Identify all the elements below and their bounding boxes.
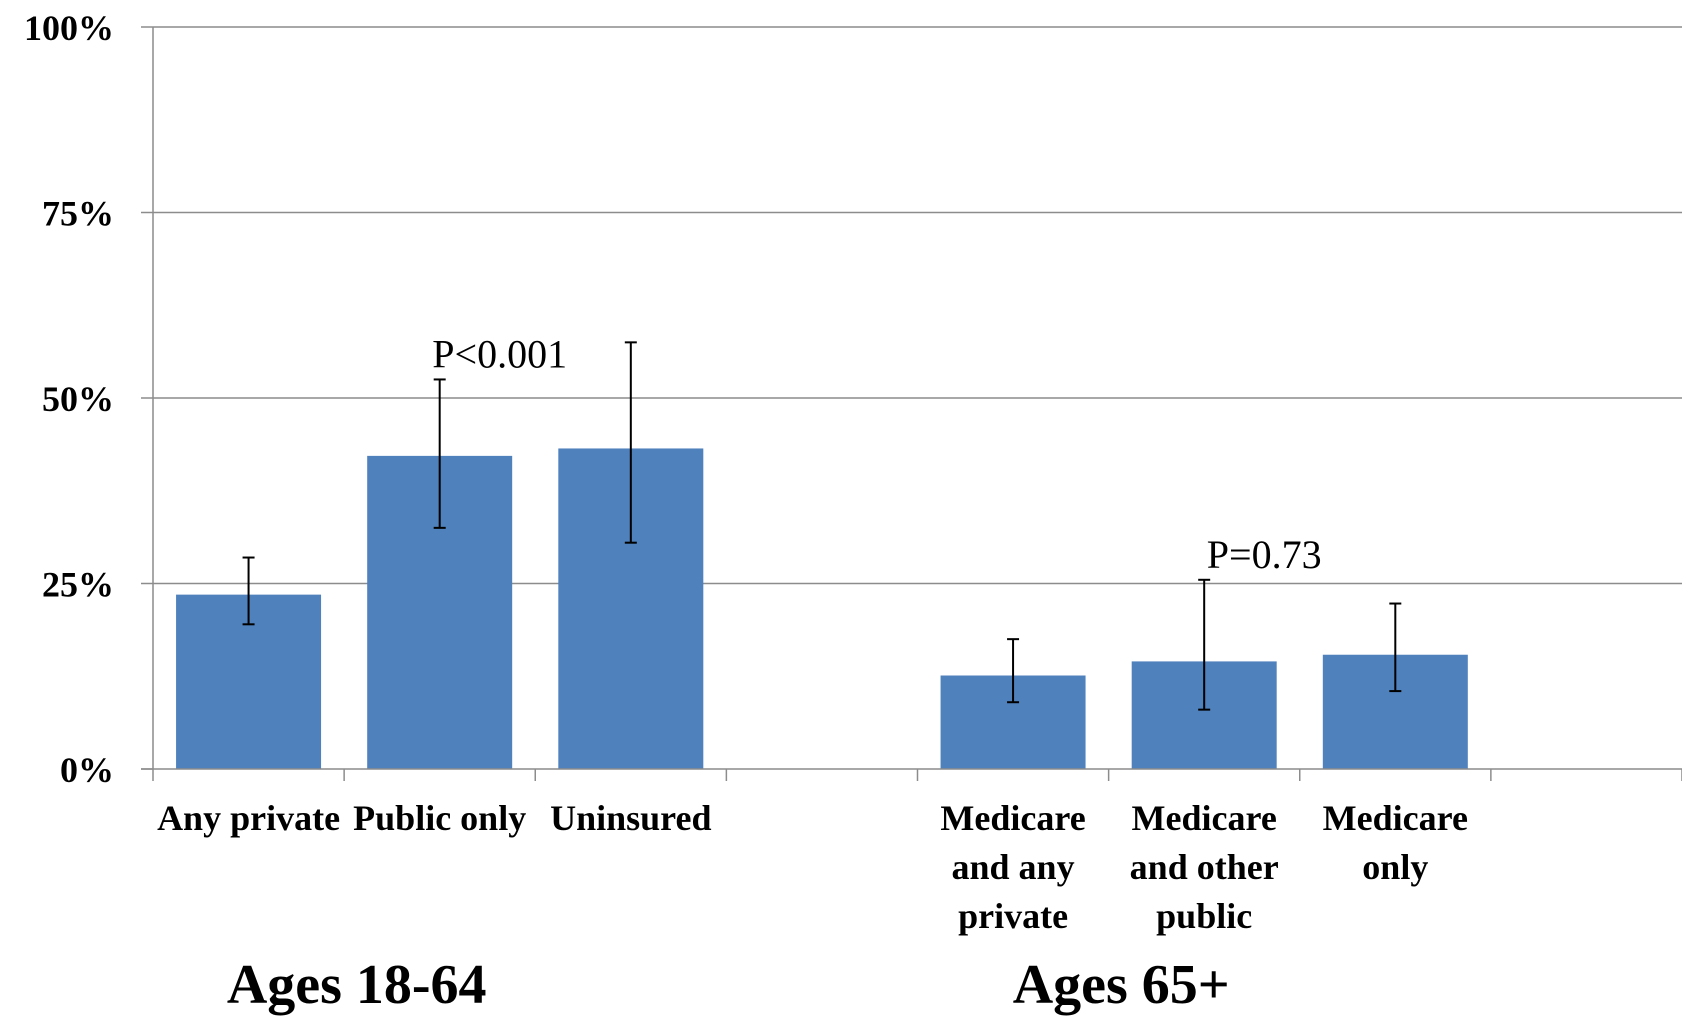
group-label: Ages 18-64	[227, 954, 487, 1016]
error-bars	[242, 341, 1402, 711]
grid-lines	[153, 26, 1682, 585]
category-label: only	[1362, 847, 1428, 887]
category-label: Public only	[353, 798, 526, 838]
category-label: public	[1156, 896, 1252, 936]
category-label: Any private	[157, 798, 340, 838]
y-tick-label: 0%	[60, 750, 114, 790]
category-label: private	[958, 896, 1068, 936]
group-label: Ages 65+	[1013, 954, 1230, 1016]
y-tick-label: 100%	[24, 8, 114, 48]
category-label: and any	[952, 847, 1075, 887]
y-tick-label: 50%	[42, 379, 114, 419]
y-tick-label: 25%	[42, 565, 114, 605]
axes	[141, 26, 1682, 781]
category-label: Uninsured	[550, 798, 711, 838]
category-label: and other	[1130, 847, 1279, 887]
y-tick-label: 75%	[42, 194, 114, 234]
category-label: Medicare	[1132, 798, 1277, 838]
p-value-annotation: P=0.73	[1207, 532, 1322, 577]
category-label: Medicare	[940, 798, 1085, 838]
category-label: Medicare	[1323, 798, 1468, 838]
bars	[176, 448, 1468, 769]
p-value-annotation: P<0.001	[432, 331, 567, 376]
labels: 0% 25% 50% 75% 100% Any private Public only Uni…	[24, 8, 1468, 1016]
